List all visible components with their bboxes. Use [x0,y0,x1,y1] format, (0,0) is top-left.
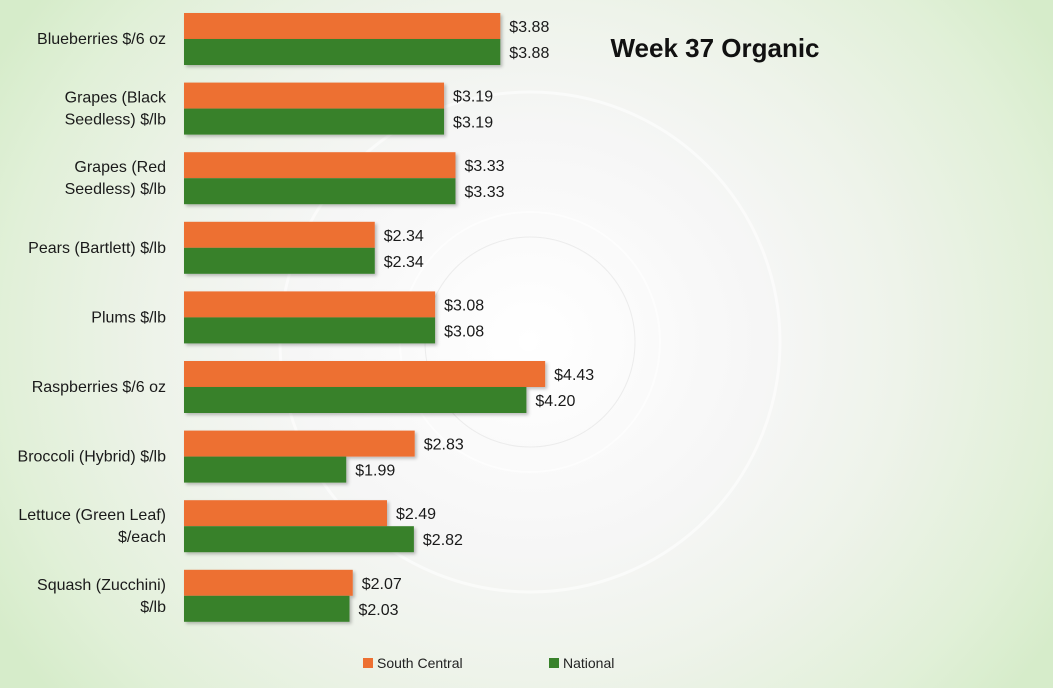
bar-national [184,595,350,622]
bar-south-central [184,152,456,179]
data-label: $3.33 [464,158,504,175]
data-label: $3.88 [509,45,549,62]
bar-national [184,39,501,65]
data-label: $3.08 [444,297,484,314]
legend-swatch [363,658,373,668]
bar-south-central [184,430,415,457]
legend: South Central National [363,655,614,671]
category-label: Grapes (Red Seedless) $/lb [65,159,166,198]
category-label: Squash (Zucchini) $/lb [37,577,166,616]
category-label: Pears (Bartlett) $/lb [28,240,166,257]
bar-south-central [184,569,353,596]
bar-national [184,247,375,274]
category-label: Broccoli (Hybrid) $/lb [18,449,167,466]
bar-national [184,456,347,483]
category-label: Blueberries $/6 oz [37,31,166,48]
data-label: $3.19 [453,115,493,132]
bar-national [184,108,445,135]
data-label: $3.19 [453,89,493,106]
data-label: $2.34 [384,254,424,271]
legend-swatch [549,658,559,668]
bar-national [184,526,414,553]
data-label: $2.49 [396,506,436,523]
chart-title: Week 37 Organic [610,33,819,63]
category-label: Plums $/lb [91,309,166,326]
bar-national [184,387,527,413]
bar-south-central [184,500,387,527]
data-label: $4.43 [554,367,594,384]
bars [184,13,546,622]
legend-label: National [563,655,614,671]
data-label: $3.88 [509,19,549,36]
data-label: $2.82 [423,532,463,549]
category-label: Lettuce (Green Leaf) $/each [18,507,166,546]
bar-south-central [184,291,436,318]
bar-south-central [184,82,445,109]
bar-south-central [184,221,375,248]
bar-national [184,317,436,344]
data-label: $4.20 [535,393,575,410]
data-label: $2.83 [424,437,464,454]
category-label: Raspberries $/6 oz [32,379,166,396]
category-labels: Blueberries $/6 oz Grapes (Black Seedless)… [18,31,167,616]
data-label: $3.08 [444,323,484,340]
data-label: $2.07 [362,576,402,593]
data-label: $1.99 [355,463,395,480]
bar-national [184,178,456,205]
bar-south-central [184,13,501,39]
data-label: $2.34 [384,228,424,245]
legend-label: South Central [377,655,463,671]
value-labels: $3.88 $3.88 $3.19 $3.19 $3.33 $3.33 $2.34 $2.34… [355,19,594,619]
category-label: Grapes (Black Seedless) $/lb [65,90,167,129]
data-label: $3.33 [464,184,504,201]
bar-south-central [184,361,546,387]
data-label: $2.03 [358,602,398,619]
